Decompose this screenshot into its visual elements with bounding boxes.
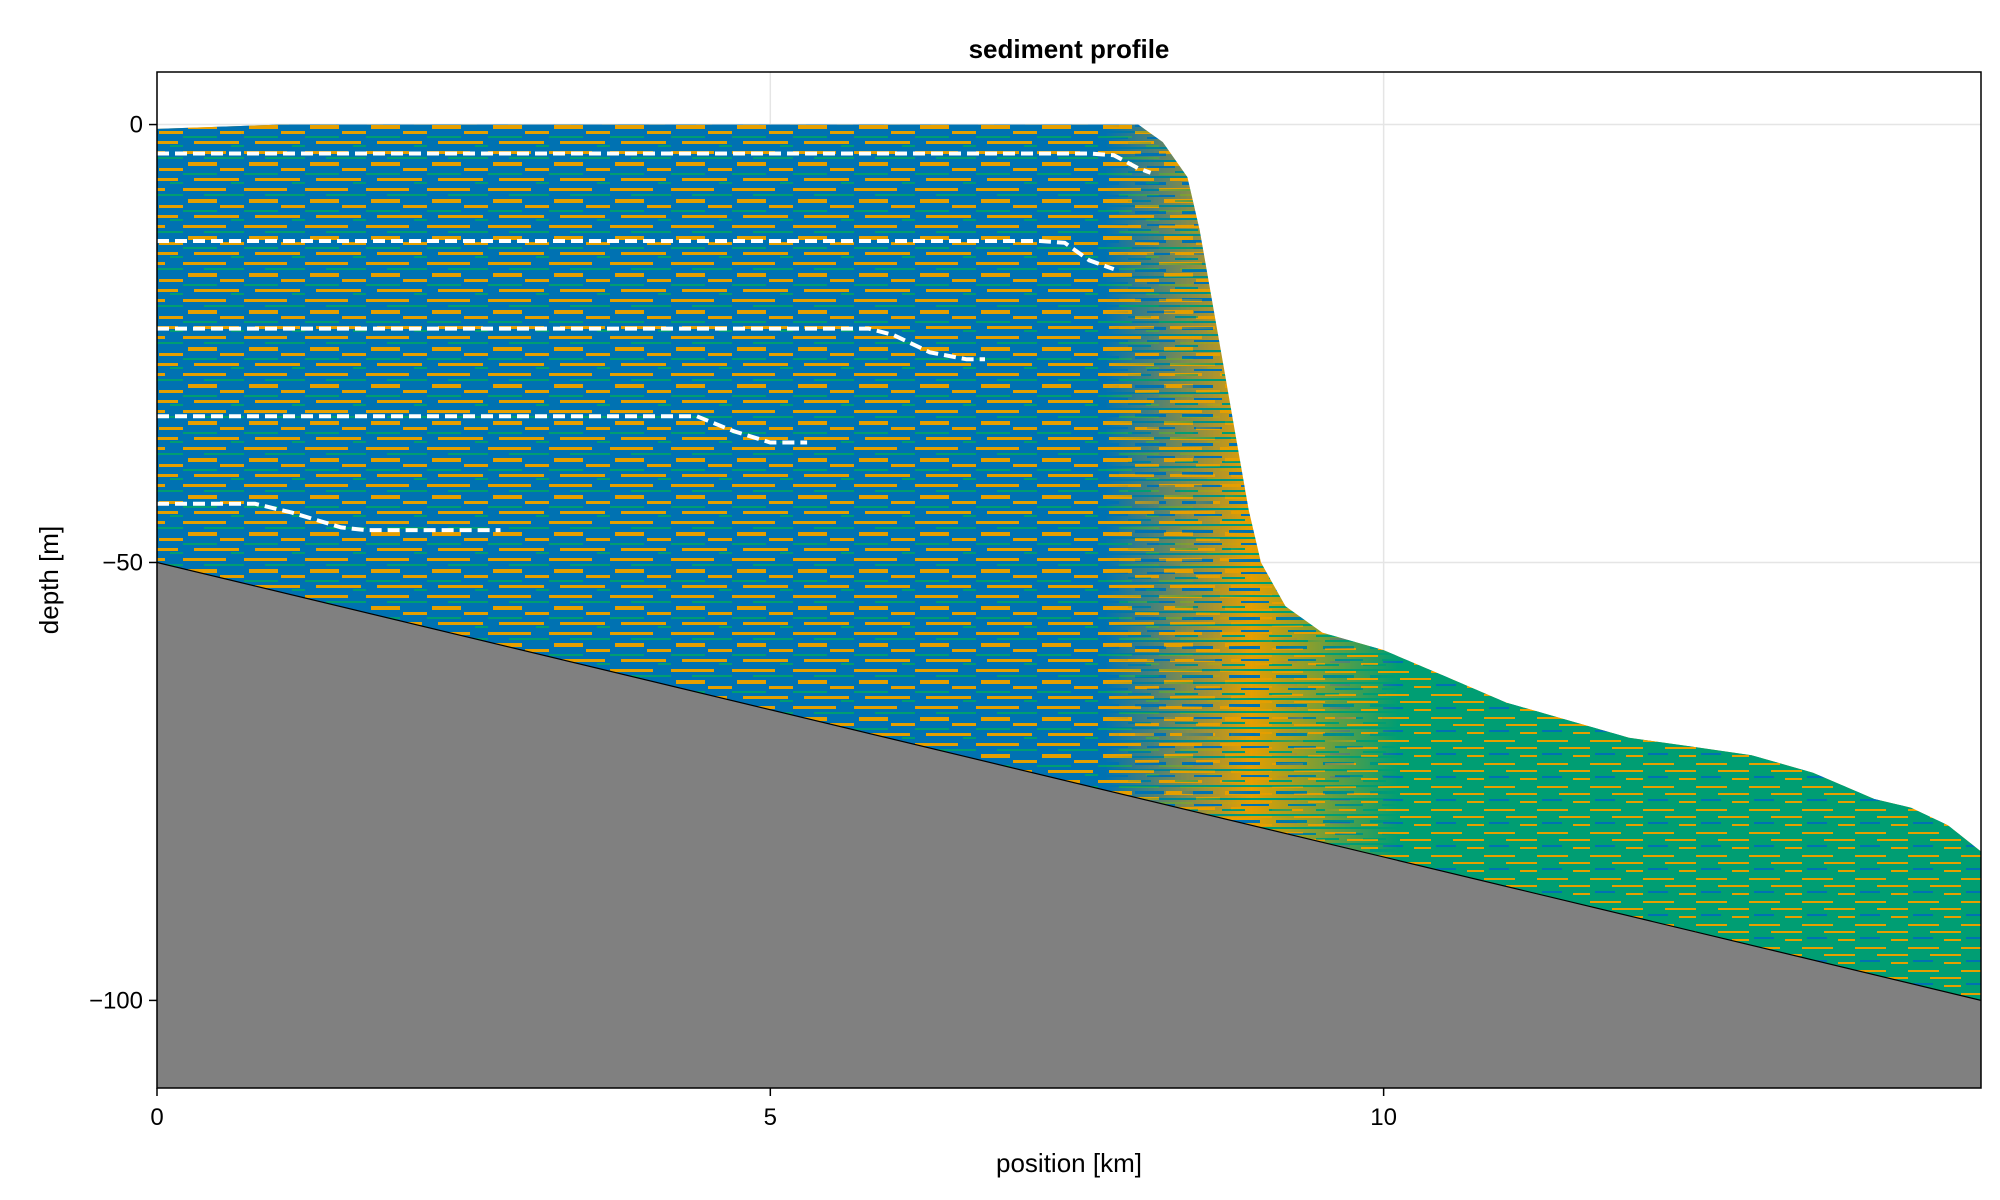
timeline-5 [157, 501, 501, 533]
timelines [157, 151, 1152, 533]
basement [157, 562, 1981, 1088]
y-axis-label: depth [m] [34, 526, 64, 634]
y-tick-label: 0 [130, 112, 143, 139]
x-tick-label: 5 [764, 1104, 777, 1131]
chart-title: sediment profile [969, 34, 1170, 64]
x-axis-label: position [km] [996, 1148, 1142, 1178]
plot-frame [156, 71, 1982, 1089]
timeline-2 [157, 239, 1115, 271]
axis-ticks: 0 5 10 0 −50 −100 [89, 112, 1397, 1131]
y-tick-label: −50 [102, 549, 143, 576]
basement-line [157, 561, 1981, 1001]
basin-facies [157, 124, 1981, 1001]
x-tick-label: 10 [1370, 1104, 1397, 1131]
y-tick-label: −100 [89, 987, 143, 1014]
sediment-fill [157, 124, 1981, 1088]
timeline-3 [157, 326, 985, 362]
timeline-4 [157, 414, 808, 445]
x-tick-label: 0 [150, 1104, 163, 1131]
timeline-1 [157, 151, 1152, 175]
